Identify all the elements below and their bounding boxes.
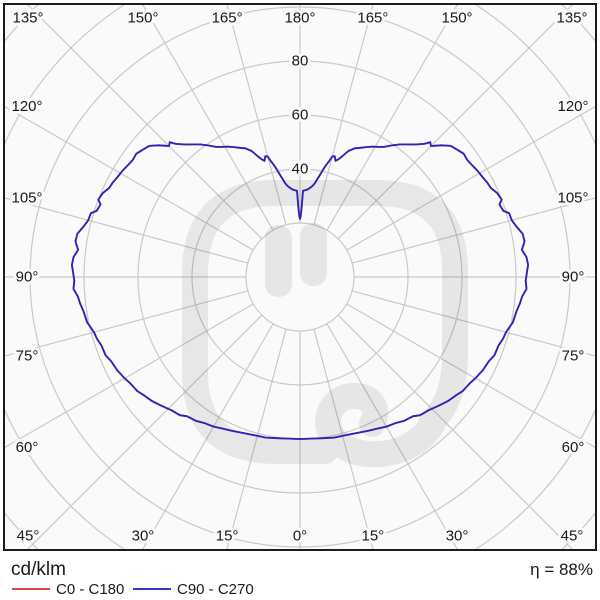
grid-radial-line [352, 197, 595, 264]
angle-label: 15° [362, 528, 385, 545]
legend-label-c0: C0 - C180 [56, 581, 125, 598]
polar-plot-area: 40 60 80 0° 15° 15° 30° 30° 45° 45° 60° 60° 75° 75° 90… [3, 3, 597, 551]
angle-label: 165° [357, 10, 388, 27]
watermark-bar [265, 225, 292, 297]
radius-label: 80 [292, 53, 309, 70]
grid-radial-line [27, 314, 263, 549]
grid-radial-line [142, 323, 274, 549]
angle-label: 90° [562, 269, 585, 286]
angle-label: 75° [562, 348, 585, 365]
angle-label: 120° [11, 98, 42, 115]
grid-radial-line [313, 329, 374, 549]
legend-strip: cd/klm η = 88% C0 - C180 C90 - C270 [0, 551, 600, 600]
angle-label: 135° [556, 10, 587, 27]
grid-radial-line [337, 314, 573, 549]
angle-label: 135° [12, 10, 43, 27]
watermark-bar [300, 223, 327, 286]
angle-label: 180° [284, 10, 315, 27]
watermark-bars [265, 223, 327, 297]
grid-radial-line [5, 290, 248, 357]
grid-radial-line [5, 105, 254, 251]
radius-label: 60 [292, 107, 309, 124]
legend-swatch-c90 [133, 588, 171, 590]
grid-radial-line [337, 5, 573, 240]
angle-label: 75° [16, 348, 39, 365]
angle-label: 105° [557, 189, 588, 206]
grid-radial-line [326, 323, 458, 549]
angle-label: 60° [562, 439, 585, 456]
watermark-logo [182, 180, 468, 468]
grid-radial-line [346, 105, 595, 251]
legend-swatch-c0 [12, 588, 50, 590]
angle-label: 105° [11, 189, 42, 206]
angle-label: 30° [446, 528, 469, 545]
grid-radial-line [326, 5, 458, 231]
grid-radial-line [142, 5, 274, 231]
radius-axis-labels: 40 60 80 [289, 50, 312, 181]
angle-label: 0° [293, 528, 307, 545]
angle-label: 30° [132, 528, 155, 545]
grid-radial-line [5, 197, 248, 264]
angle-labels: 0° 15° 15° 30° 30° 45° 45° 60° 60° 75° 75° 90° 90° 10… [8, 7, 591, 548]
legend-label-c90: C90 - C270 [177, 581, 254, 598]
grid-radial-line [352, 290, 595, 357]
curve-c90-c270 [71, 141, 529, 440]
grid-radial-line [313, 5, 374, 225]
units-label: cd/klm [11, 559, 66, 580]
grid-radial-line [226, 329, 287, 549]
angle-label: 45° [561, 528, 584, 545]
watermark-tail [315, 382, 448, 468]
grid-radial-line [346, 303, 595, 449]
watermark-ring [182, 180, 468, 464]
angle-label: 90° [16, 269, 39, 286]
angle-label: 45° [17, 528, 40, 545]
efficiency-value: η = 88% [530, 560, 593, 579]
angle-label: 150° [127, 10, 158, 27]
angle-label: 15° [216, 528, 239, 545]
angle-label: 120° [557, 98, 588, 115]
grid-radial-line [27, 5, 263, 240]
grid-radial-line [226, 5, 287, 225]
polar-chart-svg: 40 60 80 0° 15° 15° 30° 30° 45° 45° 60° 60° 75° 75° 90… [5, 5, 595, 549]
grid-radial-line [5, 303, 254, 449]
angle-label: 60° [16, 439, 39, 456]
angle-label: 150° [442, 10, 473, 27]
polar-grid [5, 5, 595, 549]
radius-label: 40 [292, 161, 309, 178]
angle-label: 165° [212, 10, 243, 27]
